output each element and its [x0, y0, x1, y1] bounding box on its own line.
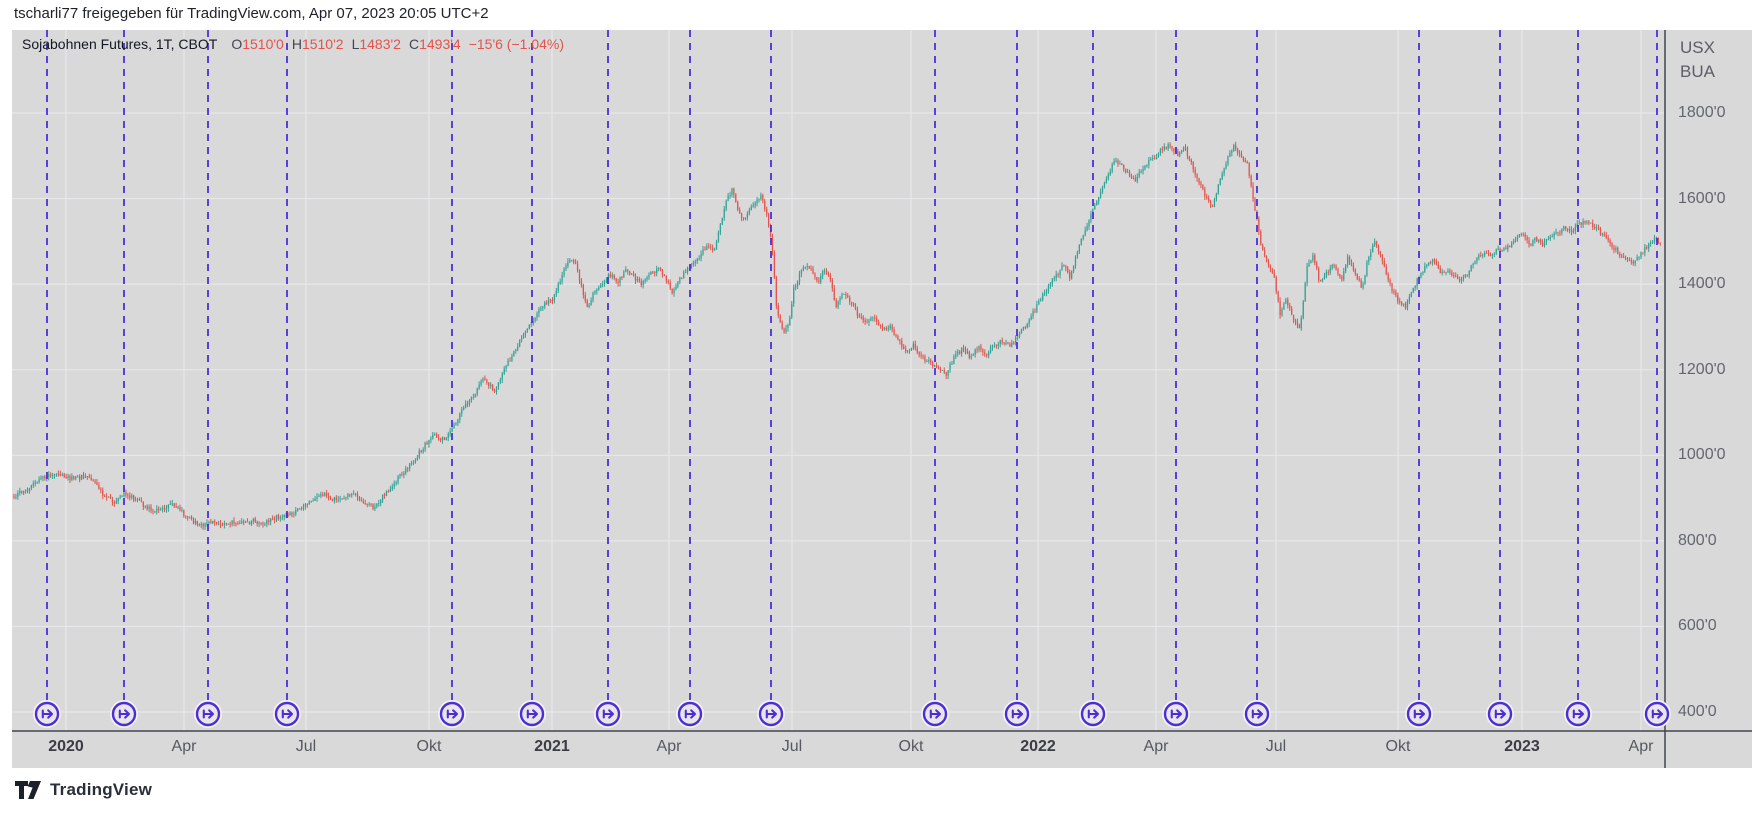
- price-tick-label: 800'0: [1678, 531, 1717, 549]
- contract-rollover-icon[interactable]: [1486, 700, 1514, 728]
- contract-rollover-icon[interactable]: [110, 700, 138, 728]
- contract-rollover-icon[interactable]: [273, 700, 301, 728]
- price-axis-currency: USX: [1680, 38, 1715, 57]
- contract-rollover-icon[interactable]: [757, 700, 785, 728]
- price-tick-label: 1400'0: [1678, 275, 1726, 293]
- contract-rollover-icon[interactable]: [1643, 700, 1671, 728]
- contract-rollover-icon[interactable]: [921, 700, 949, 728]
- time-tick-year: 2020: [48, 738, 84, 755]
- legend-c-value: C1493'4: [408, 36, 461, 52]
- price-tick-label: 600'0: [1678, 617, 1717, 635]
- tradingview-logo-icon: [15, 781, 41, 799]
- contract-rollover-icon[interactable]: [1003, 700, 1031, 728]
- time-tick-month: Okt: [898, 738, 924, 755]
- price-tick-label: 1200'0: [1678, 360, 1726, 378]
- tradingview-logo-text: TradingView: [50, 780, 153, 799]
- contract-rollover-icon[interactable]: [1162, 700, 1190, 728]
- price-tick-label: 1600'0: [1678, 189, 1726, 207]
- contract-rollover-icon[interactable]: [194, 700, 222, 728]
- time-tick-month: Jul: [781, 738, 803, 755]
- time-tick-month: Okt: [1385, 738, 1411, 755]
- time-tick-year: 2022: [1020, 738, 1056, 755]
- watermark-header: tscharli77 freigegeben für TradingView.c…: [14, 5, 489, 22]
- time-tick-year: 2023: [1504, 738, 1540, 755]
- time-tick-year: 2021: [534, 738, 570, 755]
- contract-rollover-icon[interactable]: [33, 700, 61, 728]
- contract-rollover-icon[interactable]: [1079, 700, 1107, 728]
- contract-rollover-icon[interactable]: [438, 700, 466, 728]
- price-tick-label: 400'0: [1678, 703, 1717, 720]
- contract-rollover-icon[interactable]: [676, 700, 704, 728]
- price-tick-label: 1800'0: [1678, 104, 1726, 121]
- legend-change: −15'6 (−1.04%): [468, 36, 564, 52]
- symbol-legend[interactable]: Sojabohnen Futures, 1T, CBOT O1510'0 H1510…: [22, 36, 564, 52]
- contract-rollover-icon[interactable]: [518, 700, 546, 728]
- time-tick-month: Apr: [171, 738, 197, 755]
- price-tick-label: 1000'0: [1678, 446, 1726, 464]
- symbol-title[interactable]: Sojabohnen Futures, 1T, CBOT: [22, 36, 218, 52]
- time-tick-month: Okt: [416, 738, 442, 755]
- contract-rollover-icon[interactable]: [1405, 700, 1433, 728]
- footer-logo[interactable]: TradingView: [14, 780, 152, 800]
- contract-rollover-icon[interactable]: [1243, 700, 1271, 728]
- legend-h-value: H1510'2: [291, 36, 344, 52]
- time-tick-month: Apr: [1628, 738, 1654, 755]
- time-tick-month: Jul: [1265, 738, 1287, 755]
- time-tick-month: Apr: [656, 738, 682, 755]
- contract-rollover-icon[interactable]: [594, 700, 622, 728]
- legend-o-value: O1510'0: [231, 36, 284, 52]
- contract-rollover-icon[interactable]: [1564, 700, 1592, 728]
- time-tick-month: Jul: [295, 738, 317, 755]
- time-tick-month: Apr: [1143, 738, 1169, 755]
- ohlc-values: O1510'0 H1510'2 L1483'2 C1493'4 −15'6 (−1.04…: [231, 36, 564, 52]
- legend-l-value: L1483'2: [351, 36, 401, 52]
- price-axis-unit: BUA: [1680, 62, 1715, 81]
